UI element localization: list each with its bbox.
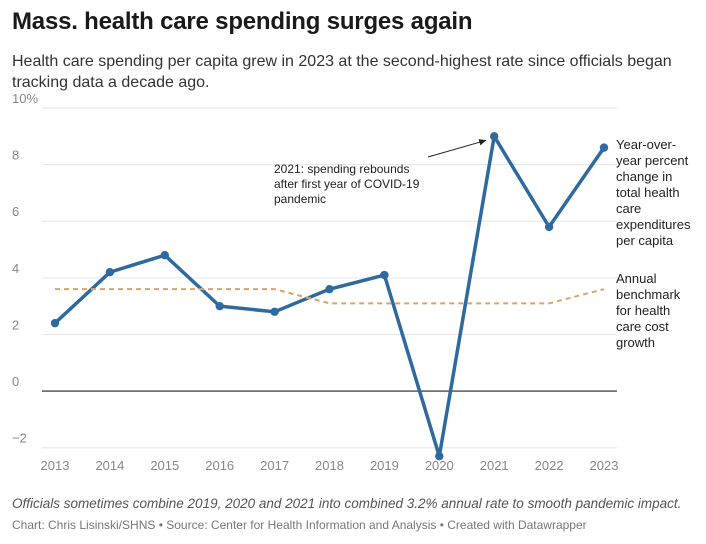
spending-point-2019 — [380, 270, 389, 280]
x-tick-label: 2023 — [590, 458, 619, 473]
y-tick-label: 4 — [12, 261, 19, 276]
annotation-arrow-head — [478, 139, 487, 146]
annotation-2021: 2021: spending rebounds after first year … — [274, 162, 420, 206]
y-tick-label: 8 — [12, 148, 19, 163]
spending-series-label: Year-over-year percent change in total hea… — [616, 137, 691, 248]
chart-title: Mass. health care spending surges again — [12, 8, 473, 35]
x-tick-label: 2014 — [95, 458, 124, 473]
x-tick-label: 2013 — [41, 458, 70, 473]
annotation-arrow-line — [427, 139, 487, 158]
chart-subtitle: Health care spending per capita grew in … — [12, 53, 672, 91]
chart-note: Officials sometimes combine 2019, 2020 a… — [12, 496, 682, 511]
x-tick-label: 2019 — [370, 458, 399, 473]
x-tick-label: 2021 — [480, 458, 509, 473]
x-tick-label: 2018 — [315, 458, 344, 473]
benchmark-series-label: Annual benchmark for health care cost growth — [616, 271, 681, 350]
benchmark-line — [55, 288, 605, 305]
spending-point-2018 — [325, 284, 334, 294]
spending-point-2015 — [160, 251, 169, 260]
spending-point-2022 — [544, 222, 554, 232]
y-tick-label: 6 — [12, 204, 19, 219]
spending-point-2017 — [270, 307, 279, 317]
spending-point-2020 — [435, 451, 444, 461]
x-tick-label: 2020 — [425, 458, 454, 473]
spending-point-2016 — [215, 301, 224, 311]
y-tick-label: −2 — [12, 431, 27, 446]
spending-point-2021 — [490, 132, 499, 141]
y-tick-label: 10% — [12, 91, 38, 106]
y-tick-label: 2 — [12, 317, 19, 332]
chart-byline: Chart: Chris Lisinski/SHNS • Source: Cen… — [12, 518, 587, 532]
spending-point-2014 — [105, 267, 115, 277]
spending-point-2023 — [599, 143, 609, 152]
y-tick-label: 0 — [12, 374, 19, 389]
x-tick-label: 2022 — [535, 458, 564, 473]
x-tick-label: 2015 — [150, 458, 179, 473]
x-tick-label: 2016 — [205, 458, 234, 473]
x-tick-label: 2017 — [260, 458, 289, 473]
spending-point-2013 — [50, 318, 60, 328]
